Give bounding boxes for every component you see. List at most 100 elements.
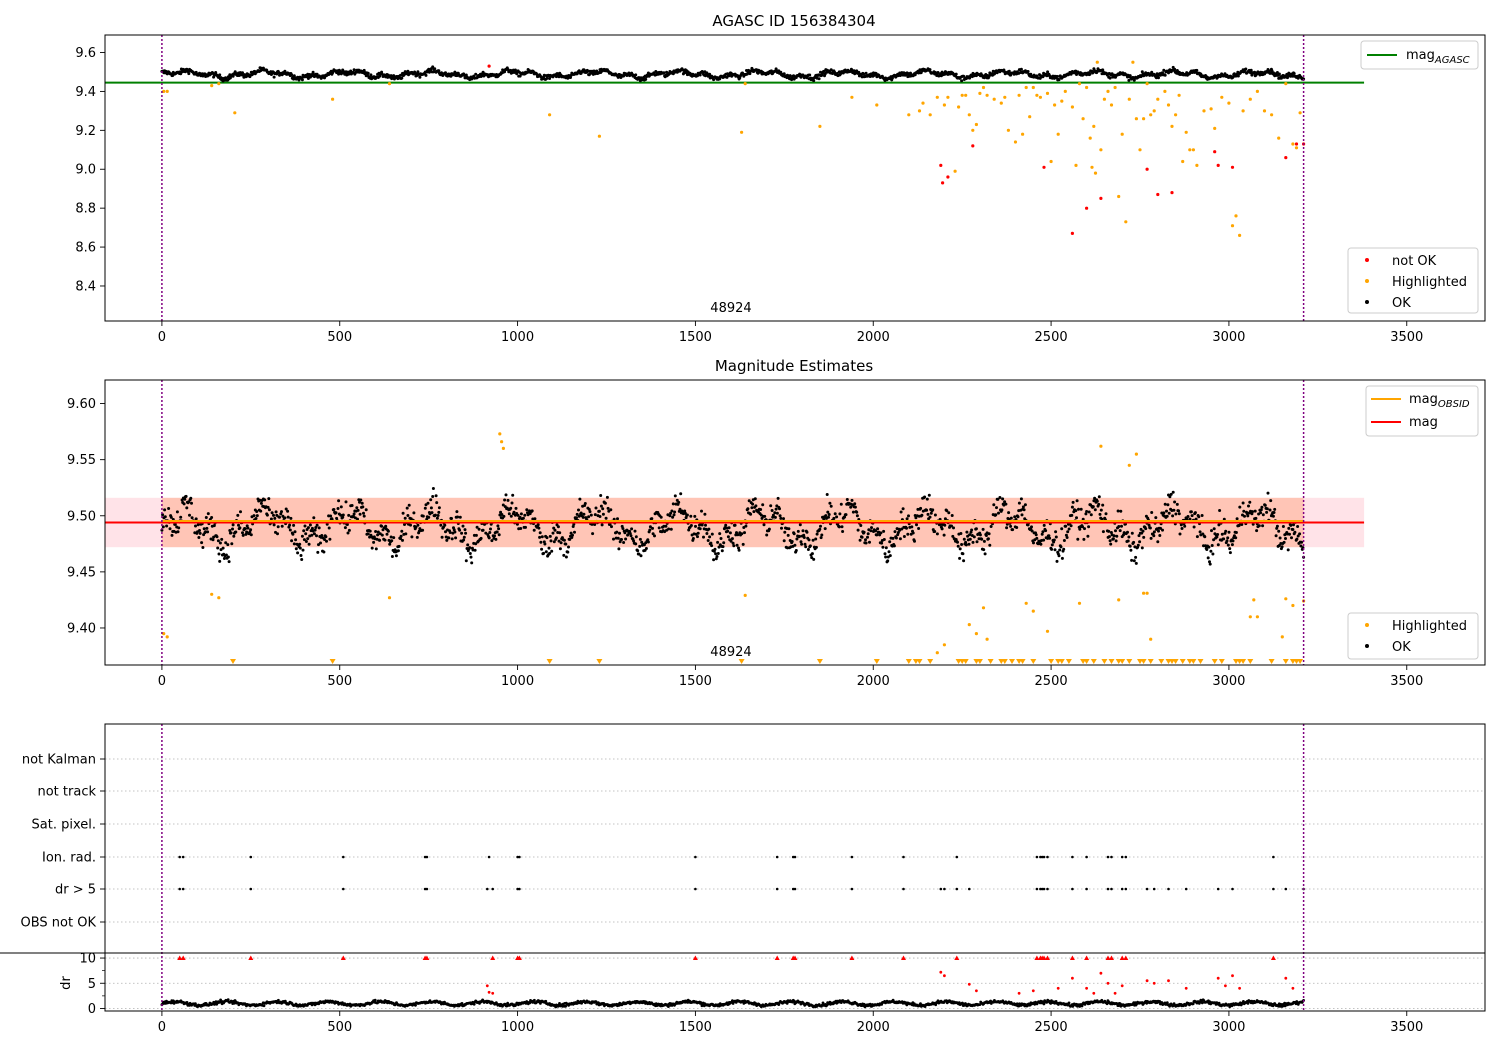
mag-est-ok-point: [173, 522, 177, 526]
mag-est-ok-point: [927, 493, 931, 497]
flag-point: [178, 855, 181, 859]
mag-est-ok-point: [325, 539, 328, 543]
mag-est-ok-point: [1119, 509, 1123, 513]
mag-est-ok-point: [646, 540, 650, 544]
mag-est-ok-point: [378, 538, 382, 542]
mag-est-ok-point: [280, 510, 283, 514]
mag-est-ok-point: [1152, 534, 1156, 538]
mag-est-ok-point: [803, 542, 807, 546]
mag-est-ok-point: [1186, 515, 1190, 518]
agasc-highlighted-point: [971, 128, 975, 132]
agasc-highlighted-point: [740, 130, 744, 134]
mag-est-ok-point: [303, 524, 307, 528]
agasc-highlighted-point: [1209, 107, 1213, 111]
mag-est-ok-point: [530, 509, 534, 513]
mag-est-ok-point: [653, 534, 656, 538]
mag-est-ok-point: [1269, 499, 1273, 503]
mag-est-highlighted-point: [500, 440, 504, 444]
magnitude-estimates-axes: 0 500 1000 1500 2000 2500 3000 35009.409.459.50…: [67, 379, 1486, 689]
agasc-highlighted-point: [1188, 148, 1192, 152]
agasc-not-ok-point: [1099, 196, 1103, 200]
mag-est-ok-point: [487, 536, 491, 540]
mag-est-ok-point: [975, 540, 979, 544]
mag-est-ok-point: [735, 543, 739, 547]
mag-est-ok-point: [300, 558, 304, 561]
mag-est-ok-point: [431, 495, 435, 498]
mag-est-y-tick-label: 9.55: [67, 453, 96, 468]
mag-est-ok-point: [1100, 517, 1104, 521]
agasc-not-ok-point: [971, 144, 975, 148]
mag-est-ok-point: [189, 496, 193, 500]
mag-est-ok-point: [751, 502, 755, 506]
agasc-frame: [104, 34, 1486, 322]
mag-est-ok-point: [201, 546, 205, 549]
mag-est-legend-line-sub: OBSID: [1438, 399, 1470, 410]
agasc-highlighted-point: [1074, 163, 1078, 167]
mag-est-ok-point: [728, 531, 732, 535]
mag-est-ok-point: [1227, 530, 1231, 534]
mag-est-ok-point: [706, 539, 710, 542]
mag-est-ok-point: [588, 510, 592, 514]
mag-est-ok-point: [1065, 536, 1069, 539]
mag-est-below-range-marker: [329, 659, 336, 664]
mag-est-ok-point: [970, 528, 974, 532]
mag-est-ok-point: [818, 527, 822, 531]
mag-est-ok-point: [685, 513, 689, 517]
dr-point: [1071, 1005, 1075, 1008]
mag-est-ok-point: [639, 554, 643, 558]
mag-est-ok-point: [1017, 501, 1021, 505]
mag-est-ok-point: [759, 508, 763, 511]
mag-est-ok-point: [1240, 523, 1244, 526]
mag-est-ok-point: [810, 556, 814, 560]
mag-est-ok-point: [1130, 558, 1134, 562]
mag-est-below-range-marker: [230, 659, 236, 664]
agasc-ok-point: [337, 72, 341, 76]
mag-est-ok-point: [599, 494, 603, 497]
mag-est-ok-point: [1041, 530, 1045, 534]
mag-est-ok-point: [761, 503, 765, 507]
mag-est-ok-point: [1231, 539, 1235, 543]
mag-est-ok-point: [470, 561, 474, 565]
mag-est-ok-point: [356, 517, 359, 521]
mag-est-ok-point: [1195, 535, 1199, 539]
mag-est-ok-point: [1011, 528, 1015, 532]
mag-est-ok-point: [905, 526, 908, 530]
mag-est-ok-point: [911, 531, 915, 535]
mag-est-ok-point: [746, 507, 750, 511]
mag-est-ok-point: [562, 553, 566, 557]
mag-est-ok-point: [698, 527, 702, 531]
mag-est-ok-point: [184, 494, 188, 498]
mag-est-ok-point: [1075, 516, 1078, 520]
mag-est-ok-point: [279, 512, 283, 516]
mag-est-ok-point: [301, 548, 305, 552]
mag-est-ok-point: [708, 535, 712, 539]
mag-est-ok-point: [475, 525, 479, 529]
agasc-ok-point: [272, 75, 276, 79]
mag-est-ok-point: [533, 517, 537, 521]
agasc-legend-marker: [1365, 258, 1369, 262]
mag-est-ok-point: [629, 534, 633, 538]
agasc-x-tick-label: 3000: [1212, 330, 1245, 345]
mag-est-ok-point: [211, 538, 215, 542]
mag-est-ok-point: [718, 532, 722, 536]
mag-est-ok-point: [601, 507, 605, 511]
mag-est-ok-point: [328, 537, 332, 541]
mag-est-ok-point: [587, 515, 591, 519]
mag-est-ok-point: [499, 510, 503, 514]
flag-point: [1085, 855, 1088, 859]
mag-est-ok-point: [952, 526, 955, 530]
flag-point: [968, 887, 971, 891]
mag-est-ok-point: [1104, 512, 1108, 516]
agasc-not-ok-point: [946, 175, 950, 179]
mag-est-ok-point: [477, 527, 481, 531]
mag-est-ok-point: [215, 535, 219, 539]
mag-est-highlighted-point: [210, 592, 214, 596]
mag-est-ok-point: [1081, 525, 1084, 529]
mag-est-ok-point: [853, 505, 857, 509]
mag-est-ok-point: [1109, 542, 1113, 546]
mag-est-ok-point: [1134, 561, 1138, 565]
mag-est-legend-line-main: mag: [1409, 392, 1438, 407]
mag-est-ok-point: [554, 536, 558, 540]
mag-est-ok-point: [1083, 527, 1086, 531]
